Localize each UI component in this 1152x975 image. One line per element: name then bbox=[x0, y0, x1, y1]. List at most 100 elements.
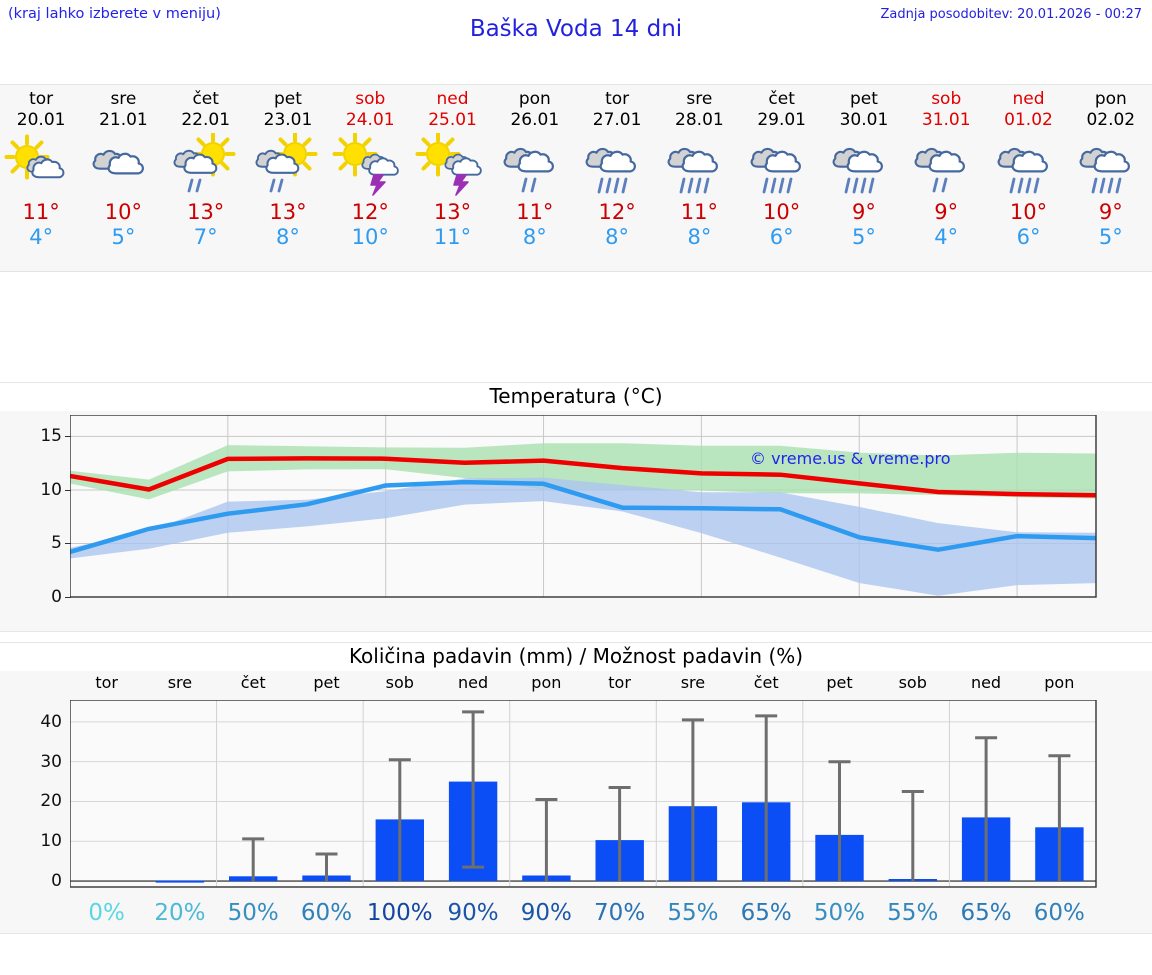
precipitation-day-label: pon bbox=[1044, 673, 1075, 692]
precipitation-probability: 70% bbox=[594, 900, 646, 926]
temperature-y-tickmark bbox=[65, 597, 71, 598]
day-of-week: sre bbox=[110, 89, 137, 109]
precipitation-probability: 65% bbox=[960, 900, 1012, 926]
day-of-week: sre bbox=[686, 89, 713, 109]
last-updated: Zadnja posodobitev: 20.01.2026 - 00:27 bbox=[880, 7, 1142, 22]
temperature-plot-area bbox=[70, 415, 1098, 599]
day-date: 28.01 bbox=[675, 110, 724, 130]
precipitation-probability: 50% bbox=[813, 900, 866, 926]
day-date: 24.01 bbox=[345, 110, 395, 130]
cloud-lightrain-icon bbox=[494, 133, 576, 197]
temperature-y-tick: 15 bbox=[40, 426, 62, 447]
day-of-week: ned bbox=[436, 89, 469, 109]
day-date: 26.01 bbox=[510, 110, 560, 130]
day-date: 21.01 bbox=[99, 110, 148, 130]
day-of-week: pon bbox=[518, 89, 551, 109]
menu-hint: (kraj lahko izberete v meniju) bbox=[8, 6, 221, 22]
sun-cloud-icon bbox=[0, 133, 82, 197]
forecast-day-3: čet 22.01 13° 7° bbox=[165, 85, 247, 271]
temperature-min: 4° bbox=[934, 225, 959, 249]
cloud-rain-icon bbox=[576, 133, 658, 197]
temperature-y-tickmark bbox=[65, 543, 71, 545]
precipitation-y-tick: 20 bbox=[40, 791, 62, 812]
day-date: 23.01 bbox=[263, 110, 313, 130]
precipitation-day-label: ned bbox=[970, 673, 1002, 692]
day-date: 02.02 bbox=[1086, 110, 1136, 130]
forecast-day-10: čet 29.01 10° 6° bbox=[741, 85, 823, 271]
page-title: Baška Voda 14 dni bbox=[469, 16, 683, 42]
temperature-min: 4° bbox=[29, 225, 54, 249]
precipitation-probability: 100% bbox=[366, 900, 433, 926]
forecast-day-1: tor 20.01 11° 4° bbox=[0, 85, 82, 271]
temperature-max: 13° bbox=[269, 200, 307, 224]
temperature-max: 9° bbox=[934, 200, 959, 224]
precipitation-day-label: tor bbox=[95, 673, 118, 692]
precipitation-day-label: pet bbox=[313, 673, 340, 692]
temperature-chart: Temperatura (°C) 15 10 5 0 © vreme.us & vrem… bbox=[0, 382, 1152, 632]
temperature-y-tickmark bbox=[65, 436, 71, 438]
precipitation-chart-title: Količina padavin (mm) / Možnost padavin … bbox=[0, 643, 1152, 671]
precipitation-day-label: ned bbox=[457, 673, 489, 692]
temperature-min: 5° bbox=[111, 225, 136, 249]
forecast-day-4: pet 23.01 13° 8° bbox=[247, 85, 329, 271]
precipitation-probability: 90% bbox=[447, 900, 499, 926]
temperature-min: 7° bbox=[193, 225, 218, 249]
forecast-day-13: ned 01.02 10° 6° bbox=[987, 85, 1069, 271]
forecast-day-strip: tor 20.01 11° 4° sre 21.01 10° 5° čet 22.01 13°… bbox=[0, 84, 1152, 272]
temperature-max: 12° bbox=[598, 200, 636, 224]
temperature-y-tick: 0 bbox=[51, 587, 62, 607]
precipitation-day-label: sob bbox=[898, 673, 927, 692]
day-of-week: čet bbox=[768, 89, 795, 109]
day-date: 22.01 bbox=[181, 110, 231, 130]
precipitation-day-label: čet bbox=[240, 673, 266, 692]
temperature-chart-title: Temperatura (°C) bbox=[0, 383, 1152, 411]
precipitation-probability: 55% bbox=[887, 900, 939, 926]
temperature-max: 10° bbox=[763, 200, 801, 224]
day-date: 27.01 bbox=[592, 110, 642, 130]
page-header: (kraj lahko izberete v meniju) Baška Vod… bbox=[0, 0, 1152, 62]
temperature-min: 6° bbox=[769, 225, 794, 249]
precipitation-chart: Količina padavin (mm) / Možnost padavin … bbox=[0, 642, 1152, 934]
forecast-day-8: tor 27.01 12° 8° bbox=[576, 85, 658, 271]
cloud-rain-icon bbox=[658, 133, 740, 197]
cloud-rain-icon bbox=[1070, 133, 1152, 197]
precipitation-y-tick: 10 bbox=[40, 831, 62, 852]
forecast-day-11: pet 30.01 9° 5° bbox=[823, 85, 905, 271]
temperature-max: 10° bbox=[104, 200, 143, 224]
temperature-max: 13° bbox=[433, 200, 472, 224]
temperature-max: 10° bbox=[1009, 200, 1048, 224]
temperature-min: 6° bbox=[1016, 225, 1041, 249]
temperature-max: 9° bbox=[1098, 200, 1123, 224]
precipitation-day-label: sob bbox=[385, 673, 414, 692]
precipitation-probability: 60% bbox=[1033, 900, 1085, 926]
sun-cloud-lightrain-icon bbox=[247, 133, 329, 197]
precipitation-y-tick: 0 bbox=[51, 871, 62, 892]
day-of-week: ned bbox=[1012, 89, 1045, 109]
precipitation-day-label: pon bbox=[531, 673, 562, 692]
precipitation-y-tick: 40 bbox=[40, 711, 62, 732]
temperature-max: 9° bbox=[852, 200, 876, 224]
precipitation-probability: 65% bbox=[740, 900, 792, 926]
temperature-min: 8° bbox=[687, 225, 712, 249]
temperature-y-tick: 10 bbox=[40, 479, 62, 500]
day-of-week: pet bbox=[849, 89, 878, 109]
forecast-day-7: pon 26.01 11° 8° bbox=[494, 85, 576, 271]
day-of-week: pon bbox=[1094, 89, 1127, 109]
sun-cloud-thunder-icon bbox=[329, 133, 411, 197]
temperature-min: 5° bbox=[852, 225, 876, 249]
day-date: 01.02 bbox=[1004, 110, 1053, 130]
day-date: 29.01 bbox=[757, 110, 806, 130]
sun-cloud-lightrain-icon bbox=[165, 133, 247, 197]
temperature-max: 12° bbox=[351, 200, 389, 224]
temperature-max: 13° bbox=[187, 200, 225, 224]
day-of-week: sob bbox=[931, 89, 962, 109]
temperature-max: 11° bbox=[680, 200, 718, 224]
forecast-day-14: pon 02.02 9° 5° bbox=[1070, 85, 1152, 271]
precipitation-day-label: čet bbox=[753, 673, 779, 692]
precipitation-probability: 60% bbox=[300, 900, 353, 926]
cloud-lightrain-icon bbox=[905, 133, 987, 197]
forecast-day-5: sob 24.01 12° 10° bbox=[329, 85, 411, 271]
day-date: 30.01 bbox=[839, 110, 889, 130]
temperature-min: 8° bbox=[605, 225, 630, 249]
forecast-day-9: sre 28.01 11° 8° bbox=[658, 85, 740, 271]
